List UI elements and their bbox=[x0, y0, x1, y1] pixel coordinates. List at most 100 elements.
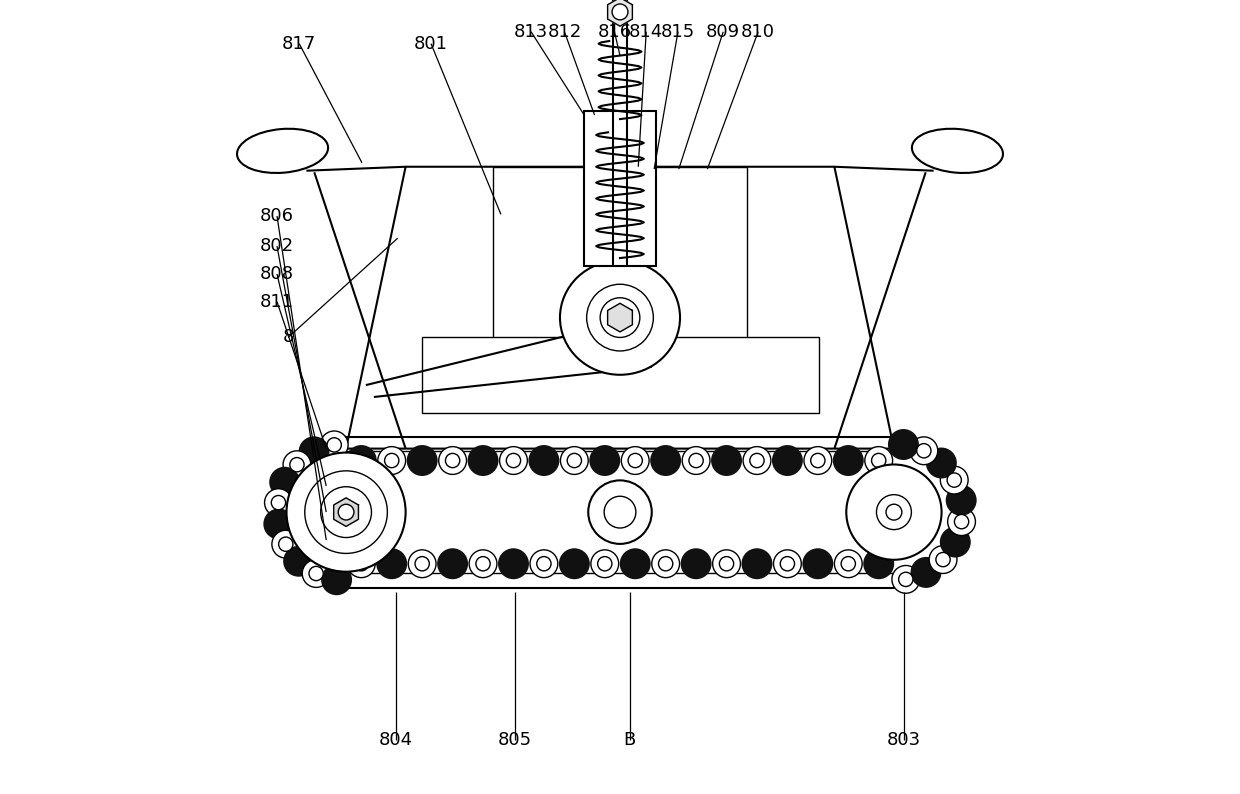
Circle shape bbox=[283, 451, 311, 479]
Circle shape bbox=[378, 446, 405, 475]
Circle shape bbox=[469, 549, 497, 578]
Text: 817: 817 bbox=[281, 35, 316, 52]
Circle shape bbox=[384, 453, 399, 468]
Circle shape bbox=[929, 545, 957, 573]
Circle shape bbox=[947, 473, 961, 488]
Circle shape bbox=[864, 446, 893, 475]
Circle shape bbox=[299, 437, 330, 468]
Circle shape bbox=[835, 549, 862, 578]
Circle shape bbox=[841, 557, 856, 571]
Text: 805: 805 bbox=[498, 731, 532, 749]
Circle shape bbox=[936, 553, 950, 567]
Text: 802: 802 bbox=[260, 237, 294, 255]
Circle shape bbox=[283, 545, 314, 576]
Circle shape bbox=[713, 549, 740, 578]
Circle shape bbox=[321, 565, 352, 596]
Circle shape bbox=[940, 526, 971, 557]
Circle shape bbox=[658, 557, 673, 571]
Circle shape bbox=[309, 566, 324, 580]
Circle shape bbox=[355, 557, 368, 571]
Circle shape bbox=[264, 489, 293, 517]
Circle shape bbox=[537, 557, 551, 571]
Circle shape bbox=[321, 487, 372, 538]
Circle shape bbox=[339, 504, 353, 520]
Text: 814: 814 bbox=[629, 23, 663, 40]
Circle shape bbox=[286, 453, 405, 572]
Circle shape bbox=[439, 446, 466, 475]
Circle shape bbox=[589, 445, 620, 476]
Circle shape bbox=[887, 504, 901, 520]
Text: 803: 803 bbox=[887, 731, 921, 749]
Circle shape bbox=[559, 548, 590, 580]
Circle shape bbox=[305, 471, 387, 553]
Circle shape bbox=[415, 557, 429, 571]
Circle shape bbox=[591, 549, 619, 578]
Circle shape bbox=[743, 446, 771, 475]
Circle shape bbox=[303, 560, 330, 588]
Circle shape bbox=[506, 453, 521, 468]
Circle shape bbox=[272, 495, 285, 510]
Circle shape bbox=[346, 445, 377, 476]
Circle shape bbox=[681, 548, 712, 580]
Text: 809: 809 bbox=[706, 23, 740, 40]
Circle shape bbox=[926, 448, 957, 479]
Circle shape bbox=[327, 437, 341, 452]
Circle shape bbox=[946, 485, 977, 516]
Circle shape bbox=[587, 284, 653, 351]
Circle shape bbox=[877, 495, 911, 530]
Circle shape bbox=[863, 548, 894, 580]
Circle shape bbox=[872, 453, 885, 468]
Circle shape bbox=[290, 457, 304, 472]
Ellipse shape bbox=[237, 129, 329, 173]
Circle shape bbox=[682, 446, 711, 475]
Circle shape bbox=[846, 464, 941, 560]
Polygon shape bbox=[608, 0, 632, 26]
Circle shape bbox=[263, 508, 294, 539]
Text: B: B bbox=[624, 731, 636, 749]
Ellipse shape bbox=[911, 129, 1003, 173]
Circle shape bbox=[910, 437, 937, 464]
Bar bbox=[494, 167, 746, 345]
Polygon shape bbox=[608, 303, 632, 332]
Text: 801: 801 bbox=[414, 35, 448, 52]
Circle shape bbox=[888, 429, 919, 460]
Polygon shape bbox=[346, 167, 894, 449]
Circle shape bbox=[476, 557, 490, 571]
Circle shape bbox=[598, 557, 611, 571]
Bar bbox=[422, 337, 818, 413]
Circle shape bbox=[780, 557, 795, 571]
Circle shape bbox=[467, 445, 498, 476]
Circle shape bbox=[811, 453, 825, 468]
Circle shape bbox=[445, 453, 460, 468]
Circle shape bbox=[899, 572, 913, 587]
Circle shape bbox=[689, 453, 703, 468]
Circle shape bbox=[652, 549, 680, 578]
Circle shape bbox=[892, 565, 920, 593]
Circle shape bbox=[529, 549, 558, 578]
Circle shape bbox=[947, 507, 976, 535]
Circle shape bbox=[600, 298, 640, 337]
Circle shape bbox=[804, 446, 832, 475]
Circle shape bbox=[279, 537, 293, 551]
Text: 813: 813 bbox=[513, 23, 548, 40]
Circle shape bbox=[711, 445, 742, 476]
Circle shape bbox=[500, 446, 527, 475]
Text: 816: 816 bbox=[598, 23, 631, 40]
Circle shape bbox=[621, 446, 649, 475]
Circle shape bbox=[408, 549, 436, 578]
Text: 815: 815 bbox=[661, 23, 696, 40]
Circle shape bbox=[629, 453, 642, 468]
Circle shape bbox=[407, 445, 438, 476]
Circle shape bbox=[742, 548, 773, 580]
Circle shape bbox=[320, 431, 348, 459]
Circle shape bbox=[269, 467, 300, 498]
Circle shape bbox=[910, 557, 941, 588]
Circle shape bbox=[498, 548, 529, 580]
Ellipse shape bbox=[560, 260, 680, 375]
Circle shape bbox=[773, 445, 802, 476]
Circle shape bbox=[750, 453, 764, 468]
Circle shape bbox=[604, 496, 636, 528]
Circle shape bbox=[650, 445, 681, 476]
Circle shape bbox=[567, 453, 582, 468]
Polygon shape bbox=[334, 498, 358, 526]
